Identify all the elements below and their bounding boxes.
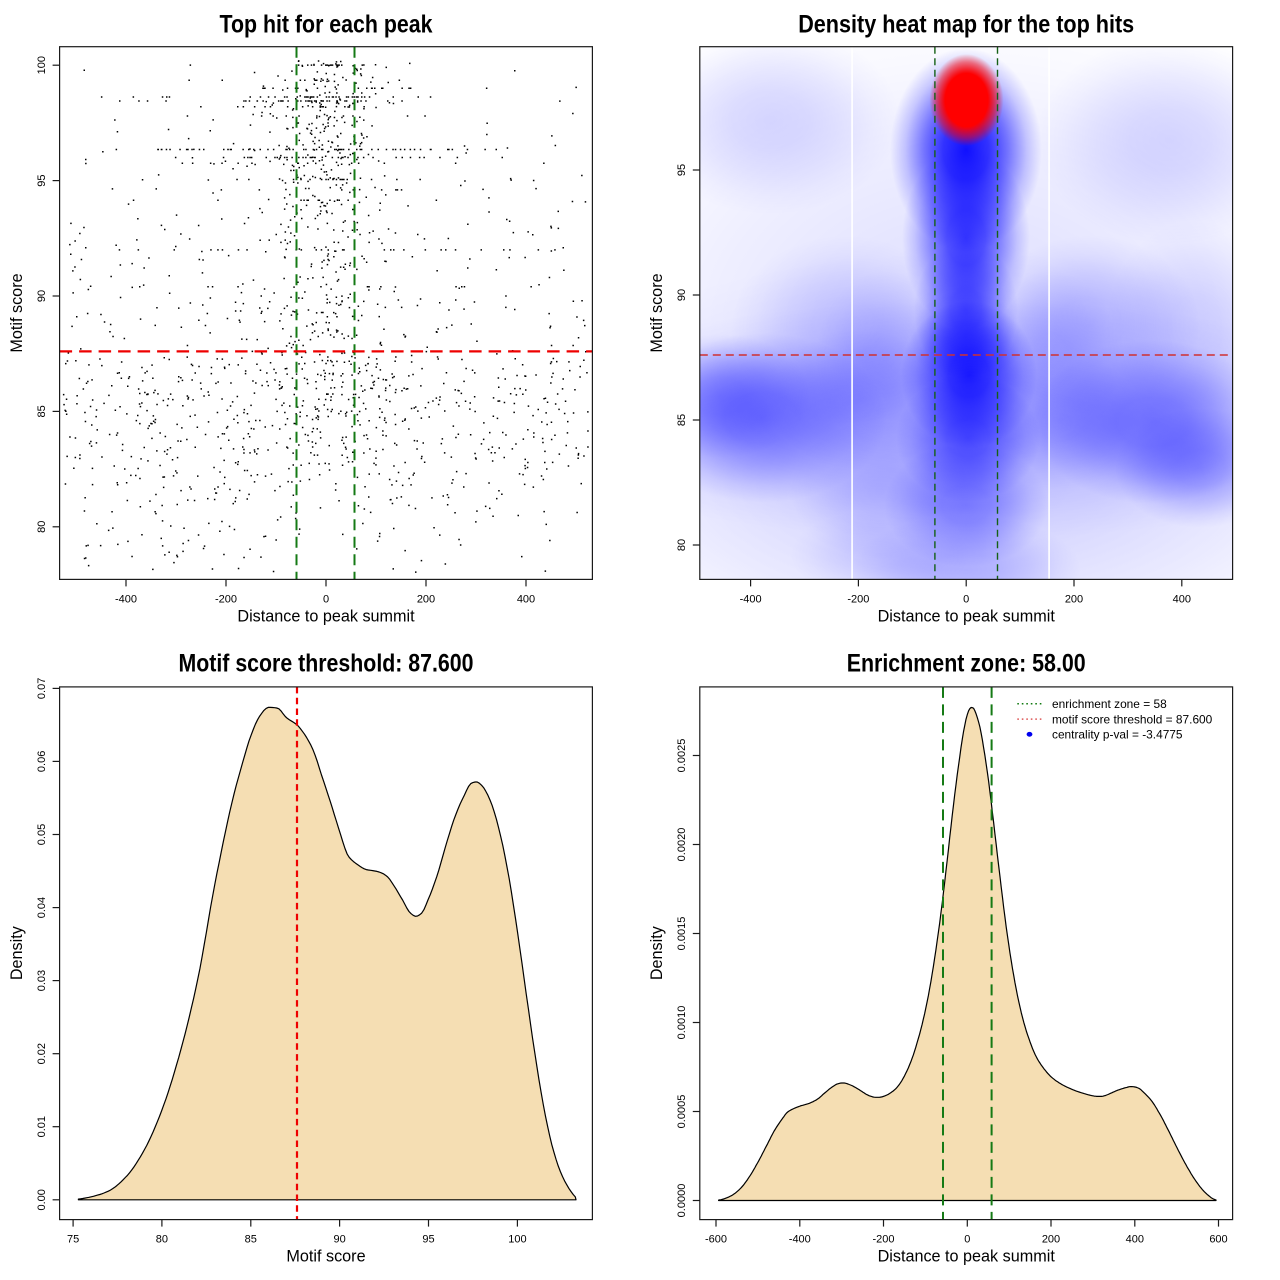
svg-text:0.0005: 0.0005 bbox=[676, 1095, 688, 1129]
svg-text:0.01: 0.01 bbox=[36, 1116, 48, 1137]
svg-text:0: 0 bbox=[964, 1233, 970, 1245]
svg-text:Motif score: Motif score bbox=[8, 273, 26, 352]
svg-text:0.07: 0.07 bbox=[36, 678, 48, 699]
svg-text:-200: -200 bbox=[872, 1233, 894, 1245]
svg-text:0.0025: 0.0025 bbox=[676, 739, 688, 773]
svg-text:Density heat map for the top h: Density heat map for the top hits bbox=[798, 11, 1134, 38]
svg-text:-400: -400 bbox=[115, 593, 137, 605]
svg-text:-600: -600 bbox=[705, 1233, 727, 1245]
svg-text:90: 90 bbox=[676, 289, 688, 301]
svg-text:100: 100 bbox=[508, 1233, 526, 1245]
svg-text:Distance to peak summit: Distance to peak summit bbox=[237, 607, 415, 625]
svg-text:0.04: 0.04 bbox=[36, 897, 48, 918]
svg-text:200: 200 bbox=[1042, 1233, 1060, 1245]
svg-text:400: 400 bbox=[1126, 1233, 1144, 1245]
svg-text:85: 85 bbox=[245, 1233, 257, 1245]
svg-text:Top hit for each peak: Top hit for each peak bbox=[220, 11, 433, 38]
svg-text:0.06: 0.06 bbox=[36, 751, 48, 772]
svg-text:75: 75 bbox=[67, 1233, 79, 1245]
svg-text:Motif score: Motif score bbox=[648, 273, 666, 352]
svg-text:motif score threshold = 87.600: motif score threshold = 87.600 bbox=[1052, 712, 1213, 726]
svg-text:-200: -200 bbox=[215, 593, 237, 605]
svg-text:Density: Density bbox=[648, 925, 666, 980]
svg-text:100: 100 bbox=[36, 56, 48, 74]
svg-text:0.0020: 0.0020 bbox=[676, 828, 688, 862]
svg-text:80: 80 bbox=[156, 1233, 168, 1245]
svg-text:Density: Density bbox=[8, 925, 26, 980]
svg-text:-400: -400 bbox=[789, 1233, 811, 1245]
svg-text:Motif score: Motif score bbox=[286, 1247, 365, 1265]
svg-text:200: 200 bbox=[1065, 593, 1083, 605]
svg-text:-400: -400 bbox=[740, 593, 762, 605]
svg-text:90: 90 bbox=[333, 1233, 345, 1245]
svg-text:enrichment zone = 58: enrichment zone = 58 bbox=[1052, 697, 1167, 711]
svg-text:400: 400 bbox=[517, 593, 535, 605]
svg-text:centrality p-val = -3.4775: centrality p-val = -3.4775 bbox=[1052, 728, 1183, 742]
svg-text:0.03: 0.03 bbox=[36, 970, 48, 991]
svg-text:95: 95 bbox=[36, 174, 48, 186]
svg-text:400: 400 bbox=[1173, 593, 1191, 605]
svg-text:-200: -200 bbox=[847, 593, 869, 605]
svg-text:80: 80 bbox=[36, 521, 48, 533]
svg-text:0.0015: 0.0015 bbox=[676, 917, 688, 951]
svg-text:600: 600 bbox=[1209, 1233, 1227, 1245]
svg-text:Enrichment zone: 58.00: Enrichment zone: 58.00 bbox=[847, 651, 1086, 678]
svg-text:80: 80 bbox=[676, 539, 688, 551]
svg-text:90: 90 bbox=[36, 290, 48, 302]
svg-text:85: 85 bbox=[36, 405, 48, 417]
svg-text:Distance to peak summit: Distance to peak summit bbox=[878, 607, 1056, 625]
svg-text:0.0000: 0.0000 bbox=[676, 1184, 688, 1218]
svg-text:0.00: 0.00 bbox=[36, 1189, 48, 1210]
svg-text:95: 95 bbox=[422, 1233, 434, 1245]
svg-text:Distance to peak summit: Distance to peak summit bbox=[878, 1247, 1056, 1265]
svg-text:0: 0 bbox=[323, 593, 329, 605]
svg-text:Motif score threshold: 87.600: Motif score threshold: 87.600 bbox=[179, 651, 474, 678]
svg-text:0.02: 0.02 bbox=[36, 1043, 48, 1064]
svg-text:85: 85 bbox=[676, 414, 688, 426]
svg-text:0.0010: 0.0010 bbox=[676, 1006, 688, 1040]
svg-text:200: 200 bbox=[417, 593, 435, 605]
svg-text:0.05: 0.05 bbox=[36, 824, 48, 845]
svg-text:95: 95 bbox=[676, 164, 688, 176]
svg-text:0: 0 bbox=[963, 593, 969, 605]
